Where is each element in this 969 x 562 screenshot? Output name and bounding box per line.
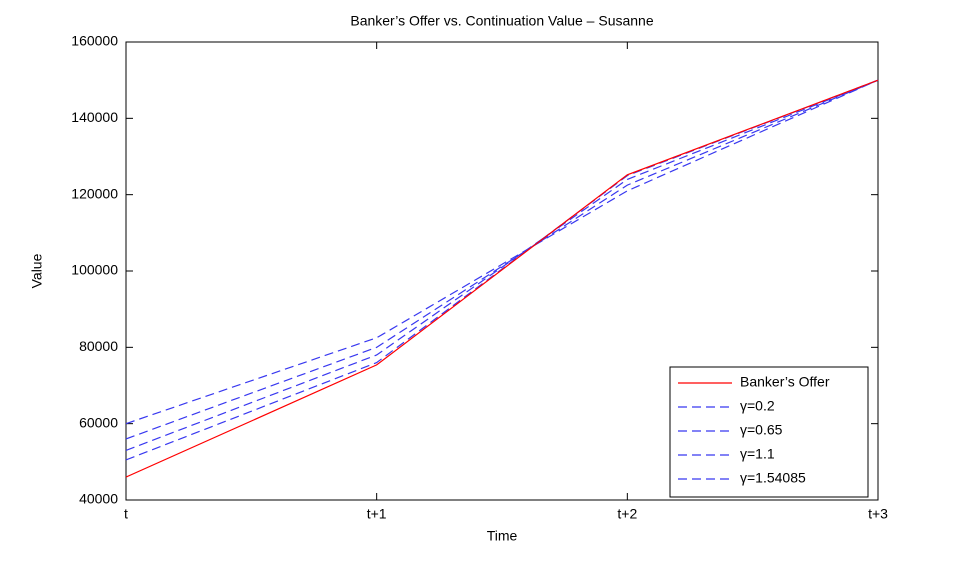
line-series: [125, 79, 879, 478]
y-tick-label: 140000: [71, 109, 118, 125]
legend-box: [669, 366, 869, 498]
legend-label: γ=0.2: [740, 398, 775, 414]
legend-label: γ=1.54085: [740, 470, 806, 486]
x-tick-label: t: [124, 506, 128, 522]
y-tick-label: 120000: [71, 185, 118, 201]
y-tick-label: 60000: [79, 414, 118, 430]
chart-title: Banker’s Offer vs. Continuation Value – …: [350, 13, 653, 29]
x-axis-label: Time: [487, 528, 518, 544]
y-tick-label: 80000: [79, 338, 118, 354]
x-tick-label: t+2: [617, 506, 637, 522]
line-series: [125, 79, 879, 451]
legend-label: Banker’s Offer: [740, 374, 830, 390]
legend-label: γ=1.1: [740, 446, 775, 462]
y-tick-label: 160000: [71, 33, 118, 49]
x-tick-label: t+3: [868, 506, 888, 522]
line-series: [125, 79, 879, 425]
legend-label: γ=0.65: [740, 422, 783, 438]
line-series: [125, 79, 879, 440]
y-tick-label: 40000: [79, 491, 118, 507]
x-tick-label: t+1: [367, 506, 387, 522]
y-axis-label: Value: [29, 253, 45, 288]
y-tick-label: 100000: [71, 262, 118, 278]
